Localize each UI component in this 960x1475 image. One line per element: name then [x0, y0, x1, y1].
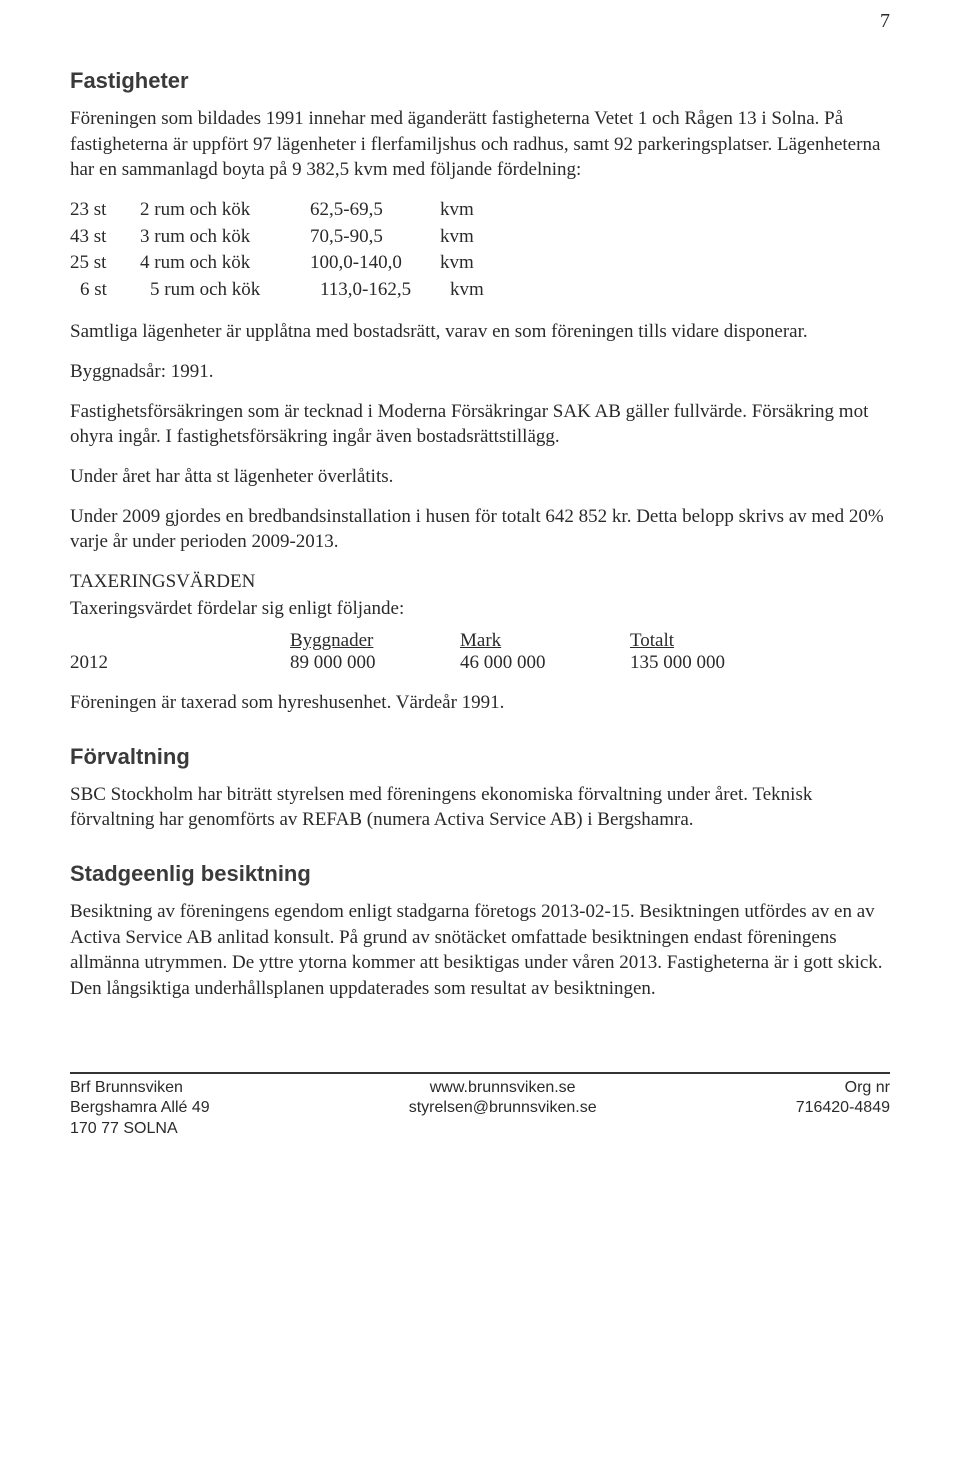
footer-website: www.brunnsviken.se — [409, 1078, 597, 1099]
cell-size: 113,0-162,5 — [320, 277, 450, 304]
cell-year: 2012 — [70, 652, 290, 674]
cell-rooms: 4 rum och kök — [140, 250, 310, 277]
paragraph: Samtliga lägenheter är upplåtna med bost… — [70, 319, 890, 345]
tax-table: Byggnader Mark Totalt 2012 89 000 000 46… — [70, 630, 890, 674]
footer-email: styrelsen@brunnsviken.se — [409, 1098, 597, 1119]
paragraph: Byggnadsår: 1991. — [70, 359, 890, 385]
table-row: 43 st 3 rum och kök 70,5-90,5 kvm — [70, 224, 890, 251]
cell-value: 89 000 000 — [290, 652, 460, 674]
heading-forvaltning: Förvaltning — [70, 744, 890, 770]
footer-address: Bergshamra Allé 49 — [70, 1098, 210, 1119]
paragraph: SBC Stockholm har biträtt styrelsen med … — [70, 782, 890, 833]
cell-unit: kvm — [450, 277, 510, 304]
footer-left: Brf Brunnsviken Bergshamra Allé 49 170 7… — [70, 1078, 210, 1140]
cell-size: 100,0-140,0 — [310, 250, 440, 277]
table-header-row: Byggnader Mark Totalt — [70, 630, 890, 652]
heading-fastigheter: Fastigheter — [70, 68, 890, 94]
paragraph: Föreningen som bildades 1991 innehar med… — [70, 106, 890, 183]
paragraph: Under 2009 gjordes en bredbandsinstallat… — [70, 504, 890, 555]
table-row: 2012 89 000 000 46 000 000 135 000 000 — [70, 652, 890, 674]
cell-count: 6 st — [70, 277, 150, 304]
paragraph: Föreningen är taxerad som hyreshusenhet.… — [70, 690, 890, 716]
cell-rooms: 5 rum och kök — [150, 277, 320, 304]
footer-postal: 170 77 SOLNA — [70, 1119, 210, 1140]
cell — [70, 630, 290, 652]
cell-header: Totalt — [630, 630, 790, 652]
table-row: 25 st 4 rum och kök 100,0-140,0 kvm — [70, 250, 890, 277]
cell-count: 23 st — [70, 197, 140, 224]
paragraph: Besiktning av föreningens egendom enligt… — [70, 899, 890, 1002]
footer-center: www.brunnsviken.se styrelsen@brunnsviken… — [409, 1078, 597, 1140]
heading-besiktning: Stadgeenlig besiktning — [70, 861, 890, 887]
table-row: 23 st 2 rum och kök 62,5-69,5 kvm — [70, 197, 890, 224]
table-row: 6 st 5 rum och kök 113,0-162,5 kvm — [70, 277, 890, 304]
footer-right: Org nr 716420-4849 — [796, 1078, 890, 1140]
document-page: 7 Fastigheter Föreningen som bildades 19… — [0, 0, 960, 1170]
page-number: 7 — [880, 10, 890, 33]
cell-unit: kvm — [440, 250, 500, 277]
cell-value: 46 000 000 — [460, 652, 630, 674]
cell-size: 62,5-69,5 — [310, 197, 440, 224]
apartment-table: 23 st 2 rum och kök 62,5-69,5 kvm 43 st … — [70, 197, 890, 303]
cell-header: Mark — [460, 630, 630, 652]
tax-subheader: Taxeringsvärdet fördelar sig enligt följ… — [70, 596, 890, 622]
paragraph: Fastighetsförsäkringen som är tecknad i … — [70, 399, 890, 450]
cell-count: 25 st — [70, 250, 140, 277]
cell-rooms: 3 rum och kök — [140, 224, 310, 251]
cell-size: 70,5-90,5 — [310, 224, 440, 251]
paragraph: Under året har åtta st lägenheter överlå… — [70, 464, 890, 490]
cell-count: 43 st — [70, 224, 140, 251]
footer-orgnr: 716420-4849 — [796, 1098, 890, 1119]
footer-orgnr-label: Org nr — [796, 1078, 890, 1099]
cell-header: Byggnader — [290, 630, 460, 652]
tax-header: TAXERINGSVÄRDEN — [70, 569, 890, 595]
cell-unit: kvm — [440, 224, 500, 251]
cell-value: 135 000 000 — [630, 652, 790, 674]
footer-org: Brf Brunnsviken — [70, 1078, 210, 1099]
cell-rooms: 2 rum och kök — [140, 197, 310, 224]
cell-unit: kvm — [440, 197, 500, 224]
page-footer: Brf Brunnsviken Bergshamra Allé 49 170 7… — [70, 1072, 890, 1140]
